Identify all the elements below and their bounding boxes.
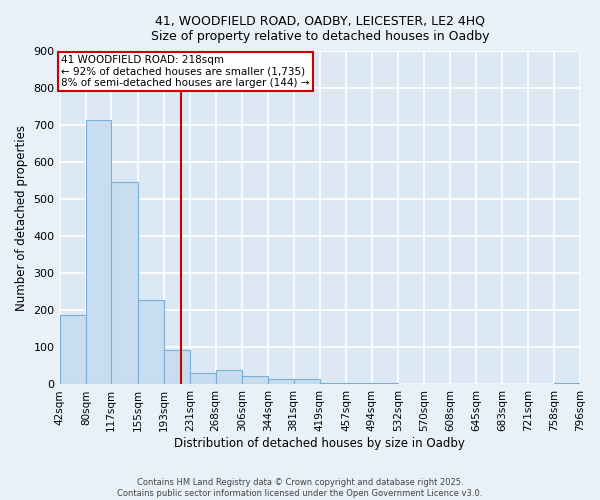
Bar <box>59 315 86 384</box>
Bar <box>215 370 242 384</box>
Bar <box>293 378 320 384</box>
Bar <box>190 374 215 384</box>
Bar <box>268 378 293 384</box>
Bar <box>554 383 580 384</box>
X-axis label: Distribution of detached houses by size in Oadby: Distribution of detached houses by size … <box>175 437 465 450</box>
Bar <box>137 300 164 384</box>
Bar <box>320 383 346 384</box>
Bar <box>112 182 137 384</box>
Bar <box>242 376 268 384</box>
Text: Contains HM Land Registry data © Crown copyright and database right 2025.
Contai: Contains HM Land Registry data © Crown c… <box>118 478 482 498</box>
Y-axis label: Number of detached properties: Number of detached properties <box>15 125 28 311</box>
Bar <box>371 383 398 384</box>
Bar <box>86 120 112 384</box>
Text: 41 WOODFIELD ROAD: 218sqm
← 92% of detached houses are smaller (1,735)
8% of sem: 41 WOODFIELD ROAD: 218sqm ← 92% of detac… <box>61 55 310 88</box>
Bar <box>346 382 371 384</box>
Bar <box>164 350 190 384</box>
Title: 41, WOODFIELD ROAD, OADBY, LEICESTER, LE2 4HQ
Size of property relative to detac: 41, WOODFIELD ROAD, OADBY, LEICESTER, LE… <box>151 15 489 43</box>
